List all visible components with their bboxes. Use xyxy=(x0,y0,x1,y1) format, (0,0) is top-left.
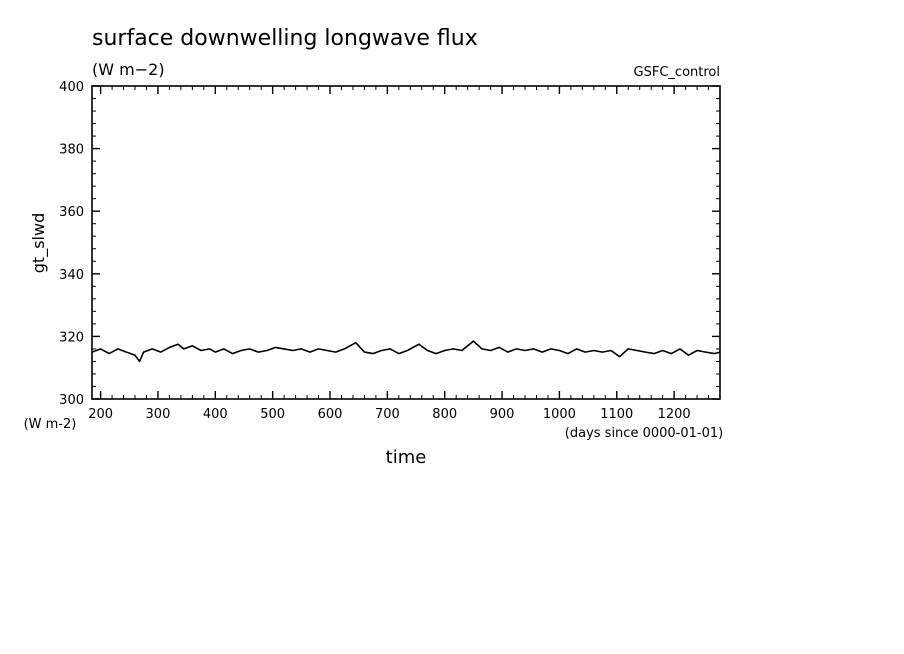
series-line xyxy=(91,340,721,363)
x-tick-label: 400 xyxy=(203,407,228,422)
x-tick-label: 300 xyxy=(146,407,171,422)
chart-title: surface downwelling longwave flux xyxy=(92,26,478,51)
y-tick-label: 320 xyxy=(59,330,84,345)
y-tick-label: 300 xyxy=(59,393,84,408)
x-tick-label: 1100 xyxy=(600,407,633,422)
y-axis-ticks: 300 320 340 360 380 400 xyxy=(59,80,720,408)
x-axis-ticks: 200 300 400 500 600 700 800 900 1000 1100 1200 xyxy=(88,86,691,422)
x-tick-label: 800 xyxy=(432,407,457,422)
x-axis-label: time xyxy=(386,447,427,468)
chart-subtitle-units: (W m−2) xyxy=(92,60,165,79)
y-axis-label: gt_slwd xyxy=(29,213,49,273)
x-tick-label: 1000 xyxy=(543,407,576,422)
x-tick-label: 200 xyxy=(88,407,113,422)
y-tick-label: 380 xyxy=(59,143,84,158)
x-tick-label: 700 xyxy=(375,407,400,422)
y-tick-label: 400 xyxy=(59,80,84,95)
dataset-label: GSFC_control xyxy=(634,65,720,80)
plot-frame xyxy=(91,85,721,400)
y-axis-units: (W m-2) xyxy=(24,417,77,432)
x-tick-label: 500 xyxy=(260,407,285,422)
y-tick-label: 340 xyxy=(59,268,84,283)
x-tick-label: 600 xyxy=(318,407,343,422)
x-axis-units: (days since 0000-01-01) xyxy=(565,426,723,441)
x-tick-label: 900 xyxy=(490,407,515,422)
x-tick-label: 1200 xyxy=(658,407,691,422)
y-tick-label: 360 xyxy=(59,205,84,220)
